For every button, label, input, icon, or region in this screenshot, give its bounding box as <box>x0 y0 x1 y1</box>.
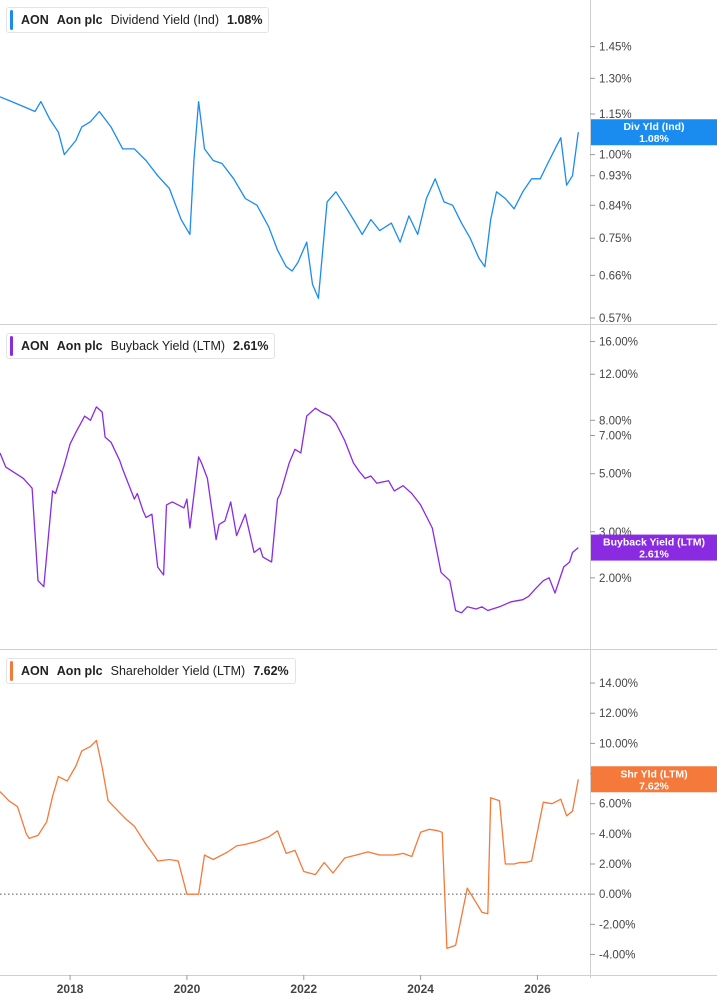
legend-value: 7.62% <box>253 664 289 678</box>
legend-metric: Shareholder Yield (LTM) <box>110 664 246 678</box>
legend-metric: Dividend Yield (Ind) <box>110 13 220 27</box>
y-tick-label: 6.00% <box>599 799 632 811</box>
y-tick-label: 12.00% <box>599 708 638 720</box>
y-tick-label: 1.00% <box>599 150 632 162</box>
panel-frames <box>0 0 717 978</box>
badge-value: 1.08% <box>639 133 669 145</box>
legend-color-bar <box>10 661 13 681</box>
dividend-value-badge <box>591 119 717 146</box>
y-tick-label: 4.00% <box>599 829 632 841</box>
y-tick-label: 0.93% <box>599 171 632 183</box>
legend-buyback-yield[interactable]: AON Aon plc Buyback Yield (LTM) 2.61% <box>6 333 276 359</box>
y-tick-label: 12.00% <box>599 369 638 381</box>
y-tick-label: 2.00% <box>599 573 632 585</box>
value-badges: Div Yld (Ind)1.08% Buyback Yield (LTM)2.6… <box>591 119 717 793</box>
legend-color-bar <box>10 10 13 30</box>
y-tick-label: 0.75% <box>599 233 632 245</box>
legend-company: Aon plc <box>56 664 103 678</box>
y-tick-label: 1.15% <box>599 109 632 121</box>
y-tick-label: 0.66% <box>599 270 632 282</box>
series-lines <box>0 96 579 950</box>
y-tick-label: 16.00% <box>599 337 638 349</box>
badge-label: Div Yld (Ind) <box>623 121 684 133</box>
x-tick-label: 2022 <box>290 982 317 996</box>
x-tick-label: 2026 <box>524 982 551 996</box>
legend-company: Aon plc <box>56 13 103 27</box>
y-tick-label: 1.30% <box>599 73 632 85</box>
axis-ticks: 0.57% 0.66% 0.75% 0.84% 0.93% 1.00% 1.15% 1.30%… <box>57 42 638 996</box>
badge-value: 7.62% <box>639 780 669 792</box>
shareholder-series-line <box>0 739 579 950</box>
buyback-value-badge <box>591 534 717 561</box>
buyback-series-line <box>0 406 579 614</box>
legend-metric: Buyback Yield (LTM) <box>110 339 226 353</box>
y-tick-label: 0.84% <box>599 200 632 212</box>
legend-color-bar <box>10 336 13 356</box>
badge-value: 2.61% <box>639 549 669 561</box>
y-tick-label: 14.00% <box>599 678 638 690</box>
y-tick-label: 0.00% <box>599 889 632 901</box>
x-tick-label: 2018 <box>57 982 84 996</box>
y-tick-label: 8.00% <box>599 415 632 427</box>
y-tick-label: 1.45% <box>599 42 632 54</box>
legend-value: 1.08% <box>227 13 263 27</box>
legend-dividend-yield[interactable]: AON Aon plc Dividend Yield (Ind) 1.08% <box>6 7 270 33</box>
legend-ticker: AON <box>21 13 49 27</box>
x-tick-label: 2024 <box>407 982 434 996</box>
y-tick-label: 10.00% <box>599 738 638 750</box>
badge-label: Shr Yld (LTM) <box>620 768 687 780</box>
y-tick-label: -4.00% <box>599 949 635 961</box>
legend-value: 2.61% <box>233 339 269 353</box>
shareholder-value-badge <box>591 766 717 793</box>
dividend-series-line <box>0 96 579 299</box>
x-tick-label: 2020 <box>174 982 201 996</box>
y-tick-label: 2.00% <box>599 859 632 871</box>
legend-ticker: AON <box>21 339 49 353</box>
y-tick-label: -2.00% <box>599 919 635 931</box>
legend-ticker: AON <box>21 664 49 678</box>
badge-label: Buyback Yield (LTM) <box>603 537 705 549</box>
y-tick-label: 7.00% <box>599 430 632 442</box>
y-tick-label: 0.57% <box>599 313 632 325</box>
legend-shareholder-yield[interactable]: AON Aon plc Shareholder Yield (LTM) 7.62… <box>6 658 296 684</box>
legend-company: Aon plc <box>56 339 103 353</box>
y-tick-label: 5.00% <box>599 469 632 481</box>
